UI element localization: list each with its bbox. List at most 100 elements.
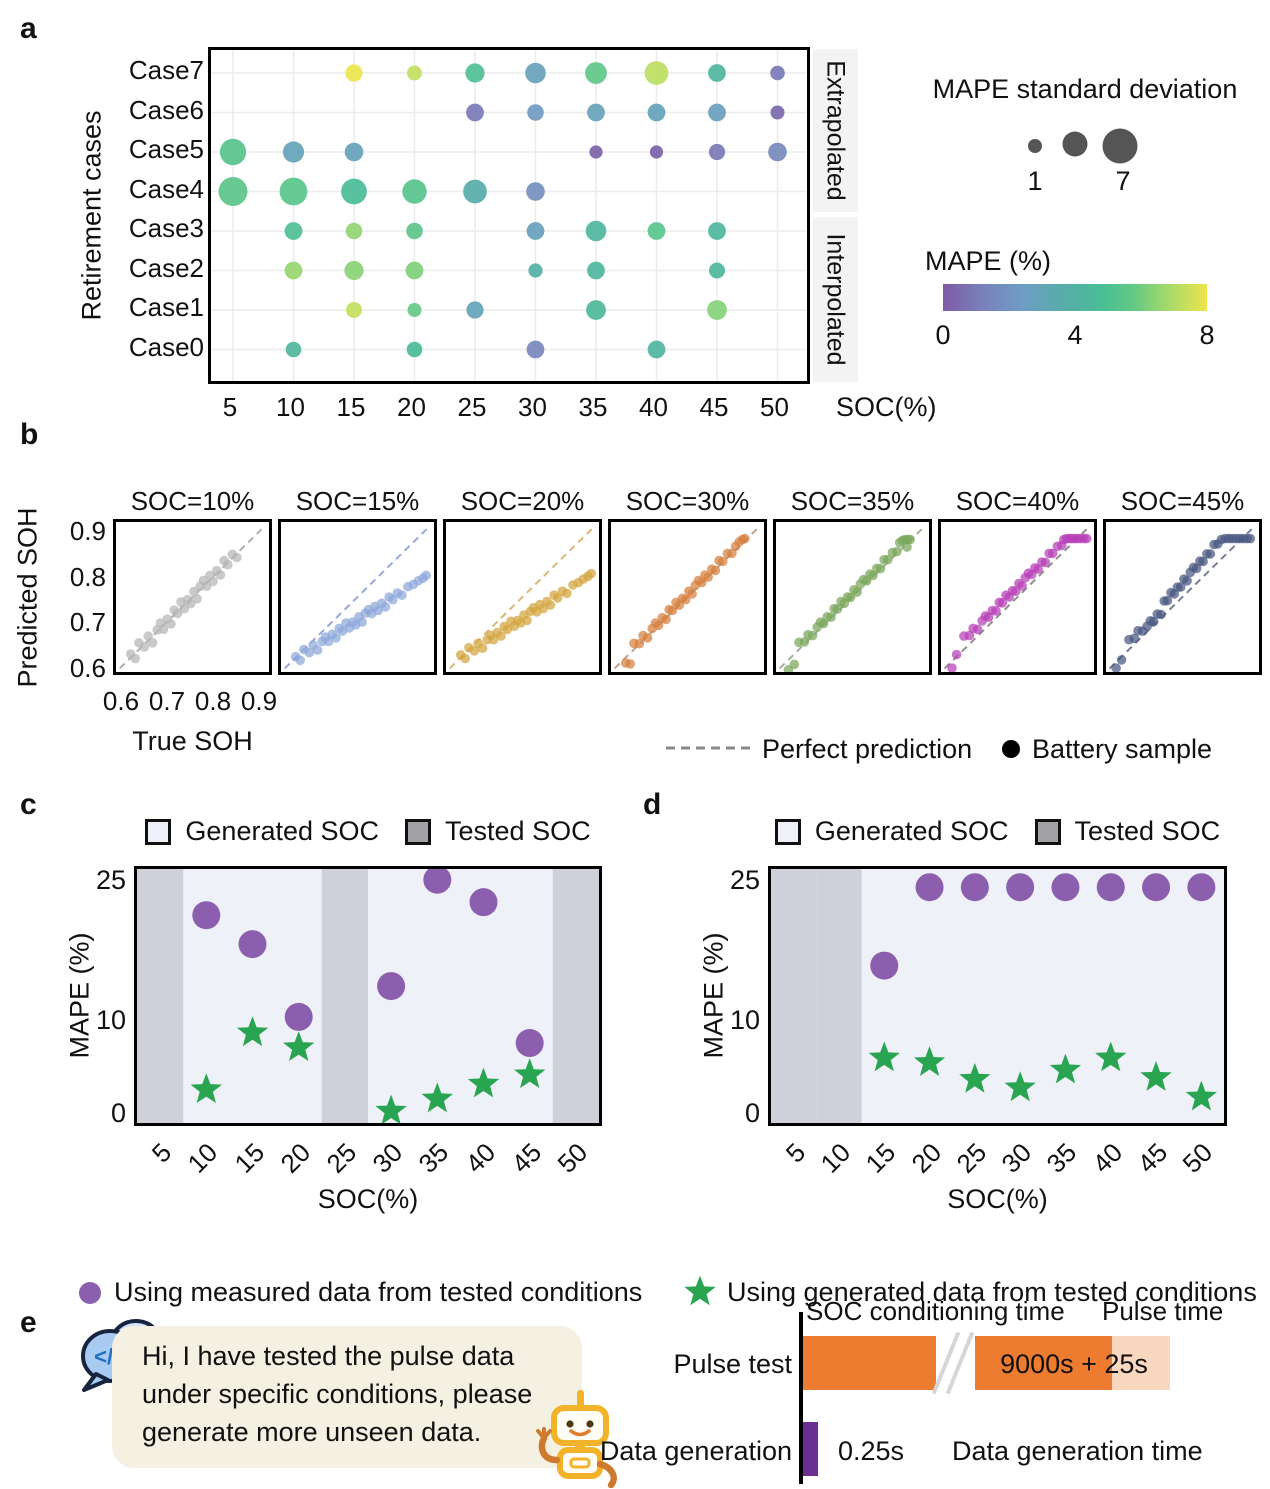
axis-break-mark — [945, 1331, 975, 1395]
scatter-point — [696, 577, 707, 588]
scatter-point — [875, 563, 886, 574]
scatter-point — [1175, 582, 1186, 592]
scatter-point — [1048, 548, 1058, 559]
generated-point — [1049, 1053, 1082, 1084]
measured-point — [1187, 873, 1216, 902]
pulse-time-header: Pulse time — [1102, 1296, 1224, 1326]
perfect-prediction-label: Perfect prediction — [762, 734, 973, 764]
y-tick-label: 0.7 — [69, 607, 106, 637]
axis-break-mark — [931, 1331, 961, 1395]
subplot-title: SOC=30% — [625, 486, 750, 516]
bubble — [526, 222, 545, 240]
scatter-point — [295, 655, 305, 666]
generated-point — [375, 1094, 407, 1125]
scatter-point — [687, 589, 697, 599]
panel-c-label: c — [20, 788, 37, 821]
scatter-point — [158, 624, 169, 635]
bubble — [405, 261, 424, 280]
panel-d-legend: Generated SOC Tested SOC — [768, 816, 1227, 847]
generated-point — [1095, 1041, 1127, 1072]
scatter-point — [477, 643, 488, 653]
x-tick-label: 10 — [181, 1137, 224, 1179]
bubble — [285, 341, 302, 358]
measured-legend-label: Using measured data from tested conditio… — [114, 1277, 643, 1307]
bubble — [647, 222, 666, 240]
bubble — [709, 262, 725, 279]
bubble — [341, 178, 367, 205]
bubble — [527, 104, 544, 121]
x-tick-label: 40 — [459, 1137, 501, 1179]
bubble — [526, 340, 545, 359]
panel-c-xlabel: SOC(%) — [317, 1184, 419, 1214]
y-tick-label: 0.9 — [69, 516, 106, 546]
scatter-point — [397, 590, 407, 600]
x-tick-label: 5 — [779, 1137, 811, 1169]
size-legend-min: 1 — [1027, 166, 1043, 196]
measured-point — [192, 901, 221, 930]
bubble — [768, 142, 787, 162]
subplot-title: SOC=45% — [1120, 486, 1245, 516]
subplot-title: SOC=40% — [955, 486, 1080, 516]
x-tick-label: 0.6 — [102, 686, 140, 716]
scatter-point — [972, 624, 983, 635]
scatter-point — [323, 636, 334, 647]
case-label: Case7 — [128, 55, 204, 85]
x-tick-label: 20 — [905, 1137, 947, 1179]
measured-point — [1006, 873, 1035, 902]
chat-line-1: Hi, I have tested the pulse data — [142, 1341, 515, 1371]
colorbar-tick: 0 — [935, 320, 951, 350]
scatter-point — [727, 548, 737, 559]
scatter-point — [1116, 655, 1127, 665]
bubble — [528, 263, 543, 278]
scatter-point — [189, 586, 199, 597]
dashed-line-icon — [666, 746, 750, 750]
x-tick-label: 50 — [760, 392, 789, 422]
scatter-point — [997, 598, 1008, 608]
case-label: Case3 — [128, 213, 204, 243]
measured-point — [423, 865, 452, 894]
scatter-point — [1081, 533, 1092, 544]
x-tick-label: 5 — [222, 392, 238, 422]
subplot-box — [1103, 519, 1262, 675]
panel-a-label: a — [20, 12, 37, 45]
scatter-point — [703, 572, 713, 582]
x-tick-label: 45 — [699, 392, 729, 422]
generated-point — [514, 1058, 546, 1089]
size-legend-max: 7 — [1115, 166, 1131, 196]
scatter-point — [1198, 556, 1208, 567]
measured-point — [238, 930, 267, 959]
y-tick-label: 0 — [744, 1098, 760, 1128]
generated-soc-label: Generated SOC — [185, 816, 380, 846]
subplot-box — [608, 519, 767, 675]
bubble — [345, 222, 363, 240]
x-tick-label: 15 — [859, 1137, 902, 1179]
x-tick-label: 45 — [1131, 1137, 1174, 1179]
case-label: Case5 — [128, 134, 204, 164]
mape-scatter-d — [771, 869, 1224, 1123]
panel-d-ylabel: MAPE (%) — [698, 931, 729, 1059]
measured-point — [870, 951, 899, 980]
x-tick-label: 25 — [950, 1137, 993, 1179]
bubble — [344, 142, 364, 162]
soc-conditioning-bar-2 — [975, 1336, 1112, 1390]
bubble — [587, 261, 605, 280]
bubble — [406, 341, 423, 358]
scatter-point — [357, 617, 367, 627]
panel-b-xlabel: True SOH — [132, 726, 253, 756]
bubble — [708, 64, 726, 82]
scatter-point — [642, 633, 653, 643]
panel-e-label: e — [20, 1306, 37, 1339]
bubble — [708, 222, 726, 240]
measured-point — [284, 1002, 313, 1031]
scatter-point — [951, 649, 962, 660]
scatter-point — [1191, 563, 1202, 574]
tested-soc-label: Tested SOC — [445, 816, 591, 846]
dot-icon — [1002, 740, 1020, 758]
measured-point — [515, 1029, 544, 1058]
scatter-point — [380, 602, 391, 612]
scatter-point — [488, 634, 499, 645]
generated-point — [1185, 1080, 1217, 1111]
panel-d-plot-box — [768, 866, 1227, 1126]
chat-message-bubble — [112, 1326, 582, 1468]
bubble — [346, 302, 362, 318]
